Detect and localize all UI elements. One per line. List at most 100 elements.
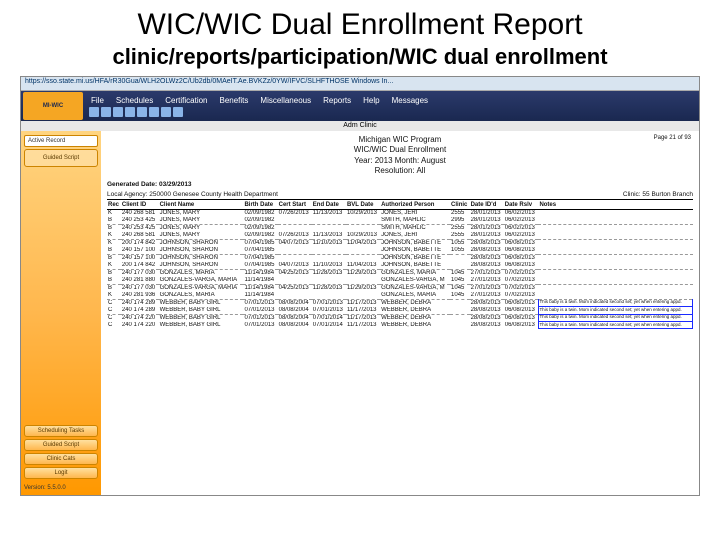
- table-cell: [312, 224, 346, 232]
- table-cell: WEBBER, DEBRA: [380, 299, 450, 307]
- table-cell: 02/09/1982: [243, 217, 277, 225]
- col-header: End Date: [312, 201, 346, 210]
- sidebar-btn-guided-script[interactable]: Guided Script: [24, 439, 98, 451]
- tool-icon[interactable]: [137, 107, 147, 117]
- table-cell: 28/08/2013: [470, 307, 504, 315]
- table-cell: 11/28/2013: [312, 269, 346, 277]
- tool-icon[interactable]: [113, 107, 123, 117]
- menu-certification[interactable]: Certification: [159, 95, 213, 106]
- table-cell: 06/08/2013: [504, 299, 539, 307]
- table-cell: 11/29/2013: [346, 284, 380, 292]
- table-cell: 11/28/2013: [312, 284, 346, 292]
- table-cell: 07/01/2013: [243, 299, 277, 307]
- tool-icon[interactable]: [101, 107, 111, 117]
- table-cell: 07/04/1985: [243, 254, 277, 262]
- table-cell: 06/08/2013: [504, 322, 539, 329]
- table-cell: [450, 299, 470, 307]
- table-cell: [346, 217, 380, 225]
- table-cell: 28/08/2013: [470, 322, 504, 329]
- menu-help[interactable]: Help: [357, 95, 385, 106]
- table-cell: [278, 224, 312, 232]
- table-cell: 240 253 425: [121, 224, 159, 232]
- resolution: Resolution: All: [107, 166, 693, 176]
- table-cell: [278, 247, 312, 255]
- sidebar-btn-scheduling-tasks[interactable]: Scheduling Tasks: [24, 425, 98, 437]
- table-cell: 07/04/1985: [243, 262, 277, 270]
- menu-row: FileSchedulesCertificationBenefitsMiscel…: [85, 95, 699, 106]
- table-cell: JOHNSON, BABETTE: [380, 239, 450, 247]
- tool-icon[interactable]: [173, 107, 183, 117]
- menu-benefits[interactable]: Benefits: [214, 95, 255, 106]
- notes-cell: [538, 277, 692, 285]
- sidebar-btn-logit[interactable]: Logit: [24, 467, 98, 479]
- table-cell: 08/08/2004: [278, 322, 312, 329]
- menu-reports[interactable]: Reports: [317, 95, 357, 106]
- table-cell: 240 177 030: [121, 269, 159, 277]
- table-cell: K: [107, 292, 121, 300]
- table-cell: 28/08/2013: [470, 239, 504, 247]
- table-cell: 1045: [450, 277, 470, 285]
- table-cell: 11/14/1984: [243, 284, 277, 292]
- table-cell: JOHNSON, BABETTE: [380, 247, 450, 255]
- table-cell: 240 174 289: [121, 299, 159, 307]
- menu-file[interactable]: File: [85, 95, 110, 106]
- active-record-panel[interactable]: Active Record: [24, 135, 98, 147]
- tool-icon[interactable]: [161, 107, 171, 117]
- col-header: Authorized Person: [380, 201, 450, 210]
- table-cell: 28/01/2013: [470, 232, 504, 240]
- table-row: K240 268 581JONES, MARY02/09/198207/26/2…: [107, 232, 693, 240]
- table-cell: 06/02/2013: [504, 224, 539, 232]
- guided-script-panel[interactable]: Guided Script: [24, 149, 98, 167]
- table-cell: [278, 292, 312, 300]
- menu-messages[interactable]: Messages: [386, 95, 434, 106]
- table-cell: [278, 217, 312, 225]
- table-cell: [312, 277, 346, 285]
- notes-cell: [538, 292, 692, 300]
- tool-icon[interactable]: [89, 107, 99, 117]
- local-agency: Local Agency: 250000 Genesee County Heal…: [107, 191, 278, 198]
- menu-bar: FileSchedulesCertificationBenefitsMiscel…: [85, 95, 699, 118]
- notes-cell: [538, 269, 692, 277]
- table-cell: 04/07/2013: [278, 239, 312, 247]
- table-cell: 06/08/2013: [504, 314, 539, 322]
- table-cell: 06/02/2013: [504, 217, 539, 225]
- table-cell: 07/02/2013: [504, 292, 539, 300]
- tool-icon[interactable]: [125, 107, 135, 117]
- table-cell: K: [107, 209, 121, 217]
- sidebar-btn-clinic-cats[interactable]: Clinic Cats: [24, 453, 98, 465]
- agency-clinic-row: Local Agency: 250000 Genesee County Heal…: [107, 191, 693, 200]
- table-cell: WEBBER, DEBRA: [380, 307, 450, 315]
- table-cell: 11/14/1984: [243, 269, 277, 277]
- menu-miscellaneous[interactable]: Miscellaneous: [254, 95, 317, 106]
- slide-title: WIC/WIC Dual Enrollment Report: [0, 8, 720, 42]
- report-pane: Page 21 of 93 Michigan WIC Program WIC/W…: [101, 131, 699, 495]
- tool-icon[interactable]: [149, 107, 159, 117]
- col-header: Client Name: [159, 201, 244, 210]
- table-cell: 04/07/2013: [278, 262, 312, 270]
- table-row: C240 174 220WEBBER, BABY GIRL07/01/20130…: [107, 322, 693, 329]
- table-cell: 02/09/1982: [243, 209, 277, 217]
- table-cell: B: [107, 247, 121, 255]
- table-cell: 11/14/1984: [243, 277, 277, 285]
- report-title: WIC/WIC Dual Enrollment: [107, 145, 693, 155]
- table-cell: WEBBER, BABY GIRL: [159, 299, 244, 307]
- table-cell: 07/01/2013: [243, 322, 277, 329]
- table-cell: [312, 292, 346, 300]
- table-cell: 240 174 220: [121, 314, 159, 322]
- version-label: Version: 5.5.0.0: [24, 485, 98, 491]
- table-cell: 200 174 842: [121, 262, 159, 270]
- table-cell: GONZALES, MARIA: [380, 292, 450, 300]
- table-cell: JONES, MARY: [159, 232, 244, 240]
- table-cell: [278, 277, 312, 285]
- table-cell: SMITH, MAHLIC: [380, 217, 450, 225]
- main-area: Active Record Guided Script Scheduling T…: [21, 131, 699, 495]
- table-cell: 11/14/1984: [243, 292, 277, 300]
- table-row: C240 174 289WEBBER, BABY GIRL07/01/20130…: [107, 299, 693, 307]
- menu-schedules[interactable]: Schedules: [110, 95, 159, 106]
- table-cell: [450, 322, 470, 329]
- app-banner: MI-WIC FileSchedulesCertificationBenefit…: [21, 91, 699, 121]
- clinic-name: Clinic: 55 Burton Branch: [623, 191, 693, 198]
- col-header: Clinic: [450, 201, 470, 210]
- table-cell: 06/08/2013: [504, 239, 539, 247]
- table-cell: JONES, JERI: [380, 209, 450, 217]
